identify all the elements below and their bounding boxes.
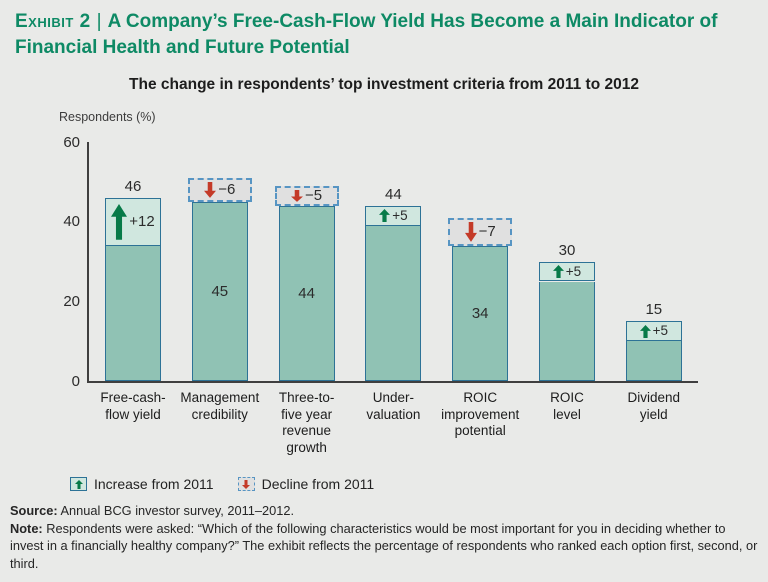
bar-value-label: 44 — [385, 185, 402, 203]
decline-arrow-icon — [464, 221, 477, 242]
chart-legend: Increase from 2011 Decline from 2011 — [70, 476, 374, 492]
decline-arrow-icon — [242, 479, 251, 489]
increase-arrow-icon — [74, 479, 83, 489]
decline-arrow-icon — [291, 189, 304, 202]
change-value-label: +5 — [652, 323, 668, 339]
y-axis-tick-label: 40 — [63, 213, 80, 231]
x-axis-category-label: Three-to- five year revenue growth — [278, 390, 335, 455]
x-axis-category-label: ROIC level — [550, 390, 584, 422]
note-text: Respondents were asked: “Which of the fo… — [10, 520, 758, 571]
increase-legend-label: Increase from 2011 — [94, 476, 214, 492]
exhibit-header: Exhibit 2 | A Company’s Free-Cash-Flow Yie… — [15, 9, 737, 61]
bar-2012-segment — [105, 245, 161, 381]
bar-increase-segment: +5 — [625, 321, 682, 342]
change-value-label: −6 — [218, 181, 236, 199]
footnotes: Source: Annual BCG investor survey, 2011… — [10, 502, 762, 572]
bar-increase-segment: +5 — [365, 205, 422, 226]
bar-decline-box: −5 — [274, 185, 339, 206]
bars-container: +12 46 Free-cash- flow yield 45 −6 Management… — [89, 142, 698, 455]
bar-2012-segment — [539, 281, 595, 381]
x-axis-category-label: Under- valuation — [366, 390, 421, 422]
increase-arrow-icon — [379, 209, 391, 223]
bar-value-label: 34 — [471, 304, 489, 322]
x-axis-category-label: Free-cash- flow yield — [100, 390, 166, 422]
change-value-label: +5 — [565, 263, 582, 279]
source-text: Annual BCG investor survey, 2011–2012. — [57, 503, 295, 518]
increase-arrow-icon — [111, 203, 128, 240]
plot-area: 60 40 20 0 +12 46 Free-cash- flow yield 45 −6 Ma… — [63, 134, 698, 455]
x-axis-category-label: Dividend yield — [627, 390, 681, 422]
note-label: Note: — [10, 520, 43, 536]
decline-legend-swatch-icon — [237, 477, 255, 491]
methodology-note: Note: Respondents were asked: “Which of … — [10, 520, 762, 573]
source-label: Source: — [10, 503, 58, 518]
x-axis-category-label: Management credibility — [180, 390, 260, 422]
bar-value-label: 45 — [211, 282, 229, 300]
y-axis-tick-label: 0 — [71, 372, 80, 390]
legend-item-increase: Increase from 2011 — [70, 476, 214, 492]
bar-2012-segment: 45 — [191, 201, 248, 381]
bar-value-label: 30 — [558, 241, 576, 259]
change-value-label: −5 — [305, 187, 323, 205]
decline-arrow-icon — [204, 182, 217, 198]
bar-2012-segment — [625, 341, 682, 381]
increase-legend-swatch-icon — [70, 477, 87, 491]
bar-value-label: 44 — [298, 284, 315, 302]
exhibit-title: A Company’s Free-Cash-Flow Yield Has Bec… — [15, 11, 718, 58]
y-axis-tick-label: 20 — [63, 292, 80, 310]
chart-subtitle: The change in respondents’ top investmen… — [129, 76, 639, 93]
change-value-label: +12 — [129, 213, 155, 231]
bar-decline-box: −7 — [448, 217, 513, 246]
bar-2012-segment: 34 — [452, 245, 509, 381]
y-axis-tick-label: 60 — [63, 133, 80, 151]
decline-arrow-icon — [242, 479, 251, 489]
bar-decline-box: −6 — [187, 178, 252, 202]
increase-arrow-icon — [552, 265, 564, 279]
increase-arrow-icon — [74, 479, 83, 489]
decline-legend-label: Decline from 2011 — [261, 476, 375, 492]
bar-value-label: 15 — [645, 301, 663, 319]
legend-item-decline: Decline from 2011 — [237, 476, 375, 492]
bar-2012-segment — [365, 225, 422, 381]
title-separator: | — [96, 11, 102, 32]
x-axis-category-label: ROIC improvement potential — [441, 390, 520, 438]
change-value-label: −7 — [478, 223, 496, 241]
bar-increase-segment: +5 — [539, 261, 595, 282]
bar-increase-segment: +12 — [105, 197, 161, 246]
increase-arrow-icon — [639, 324, 651, 338]
source-note: Source: Annual BCG investor survey, 2011… — [10, 502, 762, 520]
change-value-label: +5 — [392, 208, 408, 224]
exhibit-number-label: Exhibit 2 — [15, 11, 91, 32]
bar-value-label: 46 — [124, 177, 142, 195]
y-axis-label: Respondents (%) — [59, 110, 156, 124]
bar-2012-segment: 44 — [278, 205, 335, 381]
